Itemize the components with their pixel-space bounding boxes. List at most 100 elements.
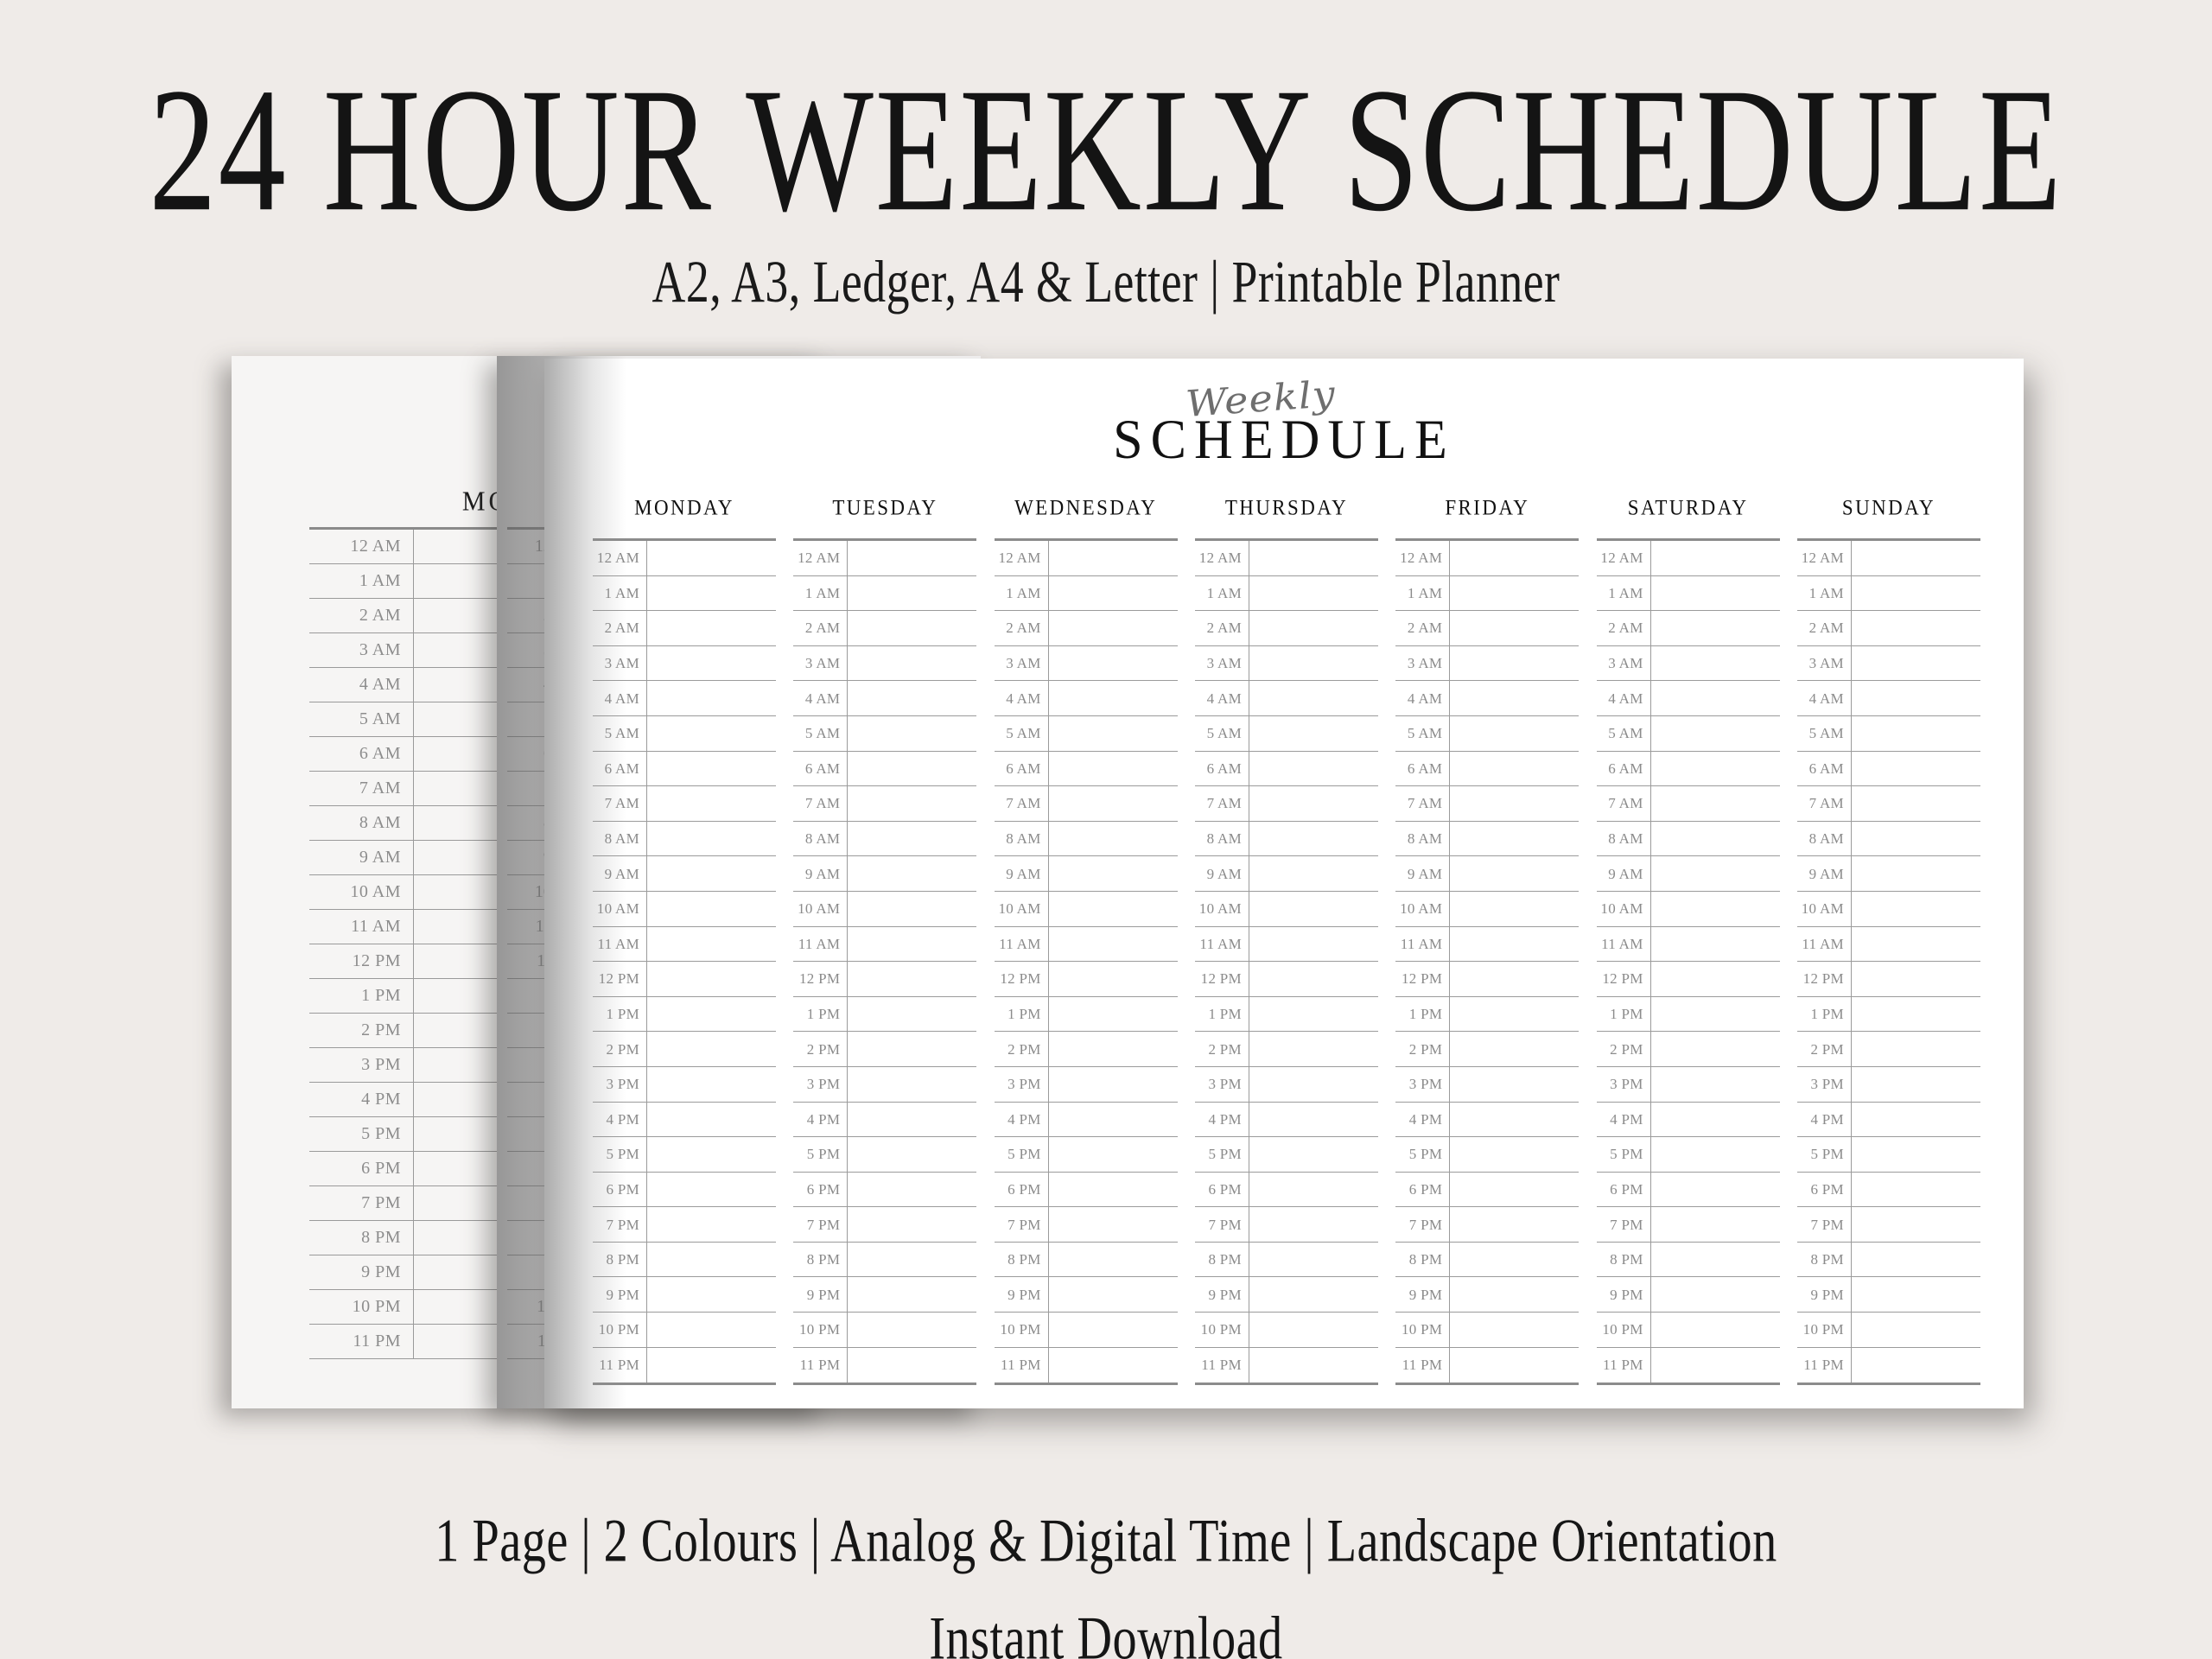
- hour-entry-slot[interactable]: [646, 1207, 776, 1242]
- hour-entry-slot[interactable]: [847, 1102, 976, 1137]
- hour-entry-slot[interactable]: [1047, 1137, 1178, 1172]
- hour-entry-slot[interactable]: [1850, 1313, 1980, 1347]
- hour-entry-slot[interactable]: [1850, 1066, 1980, 1102]
- hour-entry-slot[interactable]: [1649, 1277, 1780, 1313]
- hour-entry-slot[interactable]: [646, 541, 776, 575]
- hour-entry-slot[interactable]: [1850, 575, 1980, 611]
- hour-entry-slot[interactable]: [1248, 645, 1378, 681]
- hour-entry-slot[interactable]: [1449, 751, 1579, 786]
- hour-entry-slot[interactable]: [1248, 575, 1378, 611]
- hour-entry-slot[interactable]: [1248, 1242, 1378, 1277]
- hour-entry-slot[interactable]: [1649, 1066, 1780, 1102]
- hour-entry-slot[interactable]: [1449, 715, 1579, 751]
- hour-entry-slot[interactable]: [847, 1066, 976, 1102]
- hour-entry-slot[interactable]: [1850, 645, 1980, 681]
- hour-entry-slot[interactable]: [1449, 645, 1579, 681]
- hour-entry-slot[interactable]: [1649, 1032, 1780, 1066]
- hour-entry-slot[interactable]: [1449, 1066, 1579, 1102]
- hour-entry-slot[interactable]: [847, 1347, 976, 1383]
- hour-entry-slot[interactable]: [1047, 891, 1178, 926]
- hour-entry-slot[interactable]: [1248, 1347, 1378, 1383]
- hour-entry-slot[interactable]: [1248, 681, 1378, 715]
- hour-entry-slot[interactable]: [1649, 715, 1780, 751]
- hour-entry-slot[interactable]: [847, 926, 976, 962]
- hour-entry-slot[interactable]: [1047, 1277, 1178, 1313]
- hour-entry-slot[interactable]: [1850, 891, 1980, 926]
- hour-entry-slot[interactable]: [1649, 1347, 1780, 1383]
- hour-entry-slot[interactable]: [1047, 962, 1178, 996]
- hour-entry-slot[interactable]: [1850, 1102, 1980, 1137]
- hour-entry-slot[interactable]: [646, 1277, 776, 1313]
- hour-entry-slot[interactable]: [1850, 856, 1980, 891]
- hour-entry-slot[interactable]: [646, 715, 776, 751]
- hour-entry-slot[interactable]: [1449, 575, 1579, 611]
- hour-entry-slot[interactable]: [1649, 926, 1780, 962]
- hour-entry-slot[interactable]: [646, 962, 776, 996]
- hour-entry-slot[interactable]: [847, 1313, 976, 1347]
- hour-entry-slot[interactable]: [646, 645, 776, 681]
- hour-entry-slot[interactable]: [1047, 926, 1178, 962]
- hour-entry-slot[interactable]: [646, 681, 776, 715]
- hour-entry-slot[interactable]: [1248, 891, 1378, 926]
- hour-entry-slot[interactable]: [646, 1032, 776, 1066]
- hour-entry-slot[interactable]: [847, 1242, 976, 1277]
- hour-entry-slot[interactable]: [1248, 541, 1378, 575]
- hour-entry-slot[interactable]: [1449, 611, 1579, 645]
- hour-entry-slot[interactable]: [1850, 1137, 1980, 1172]
- hour-entry-slot[interactable]: [1248, 1102, 1378, 1137]
- hour-entry-slot[interactable]: [1649, 1242, 1780, 1277]
- hour-entry-slot[interactable]: [1850, 786, 1980, 821]
- hour-entry-slot[interactable]: [1449, 1102, 1579, 1137]
- hour-entry-slot[interactable]: [1047, 996, 1178, 1032]
- hour-entry-slot[interactable]: [1649, 996, 1780, 1032]
- hour-entry-slot[interactable]: [1248, 1032, 1378, 1066]
- hour-entry-slot[interactable]: [1850, 1172, 1980, 1207]
- hour-entry-slot[interactable]: [847, 715, 976, 751]
- hour-entry-slot[interactable]: [1850, 821, 1980, 856]
- hour-entry-slot[interactable]: [1850, 926, 1980, 962]
- hour-entry-slot[interactable]: [1047, 681, 1178, 715]
- hour-entry-slot[interactable]: [1850, 996, 1980, 1032]
- hour-entry-slot[interactable]: [847, 541, 976, 575]
- hour-entry-slot[interactable]: [1449, 541, 1579, 575]
- hour-entry-slot[interactable]: [1047, 1172, 1178, 1207]
- hour-entry-slot[interactable]: [1047, 541, 1178, 575]
- hour-entry-slot[interactable]: [1649, 821, 1780, 856]
- hour-entry-slot[interactable]: [1850, 1207, 1980, 1242]
- hour-entry-slot[interactable]: [1850, 715, 1980, 751]
- hour-entry-slot[interactable]: [1850, 1032, 1980, 1066]
- hour-entry-slot[interactable]: [1649, 856, 1780, 891]
- hour-entry-slot[interactable]: [1248, 1066, 1378, 1102]
- hour-entry-slot[interactable]: [1449, 1242, 1579, 1277]
- hour-entry-slot[interactable]: [1449, 926, 1579, 962]
- hour-entry-slot[interactable]: [847, 611, 976, 645]
- hour-entry-slot[interactable]: [1248, 1313, 1378, 1347]
- hour-entry-slot[interactable]: [1850, 1347, 1980, 1383]
- hour-entry-slot[interactable]: [1850, 962, 1980, 996]
- hour-entry-slot[interactable]: [646, 1347, 776, 1383]
- hour-entry-slot[interactable]: [646, 1172, 776, 1207]
- hour-entry-slot[interactable]: [646, 1313, 776, 1347]
- hour-entry-slot[interactable]: [1649, 751, 1780, 786]
- hour-entry-slot[interactable]: [847, 1137, 976, 1172]
- hour-entry-slot[interactable]: [847, 1172, 976, 1207]
- hour-entry-slot[interactable]: [1850, 751, 1980, 786]
- hour-entry-slot[interactable]: [646, 996, 776, 1032]
- hour-entry-slot[interactable]: [1850, 1242, 1980, 1277]
- hour-entry-slot[interactable]: [1649, 681, 1780, 715]
- hour-entry-slot[interactable]: [646, 751, 776, 786]
- hour-entry-slot[interactable]: [847, 856, 976, 891]
- hour-entry-slot[interactable]: [1850, 1277, 1980, 1313]
- hour-entry-slot[interactable]: [1649, 1137, 1780, 1172]
- hour-entry-slot[interactable]: [1248, 1207, 1378, 1242]
- hour-entry-slot[interactable]: [1047, 786, 1178, 821]
- hour-entry-slot[interactable]: [1649, 575, 1780, 611]
- hour-entry-slot[interactable]: [646, 856, 776, 891]
- hour-entry-slot[interactable]: [847, 996, 976, 1032]
- hour-entry-slot[interactable]: [1047, 1207, 1178, 1242]
- hour-entry-slot[interactable]: [1649, 962, 1780, 996]
- hour-entry-slot[interactable]: [1449, 962, 1579, 996]
- hour-entry-slot[interactable]: [1047, 1347, 1178, 1383]
- hour-entry-slot[interactable]: [1047, 715, 1178, 751]
- hour-entry-slot[interactable]: [1449, 1347, 1579, 1383]
